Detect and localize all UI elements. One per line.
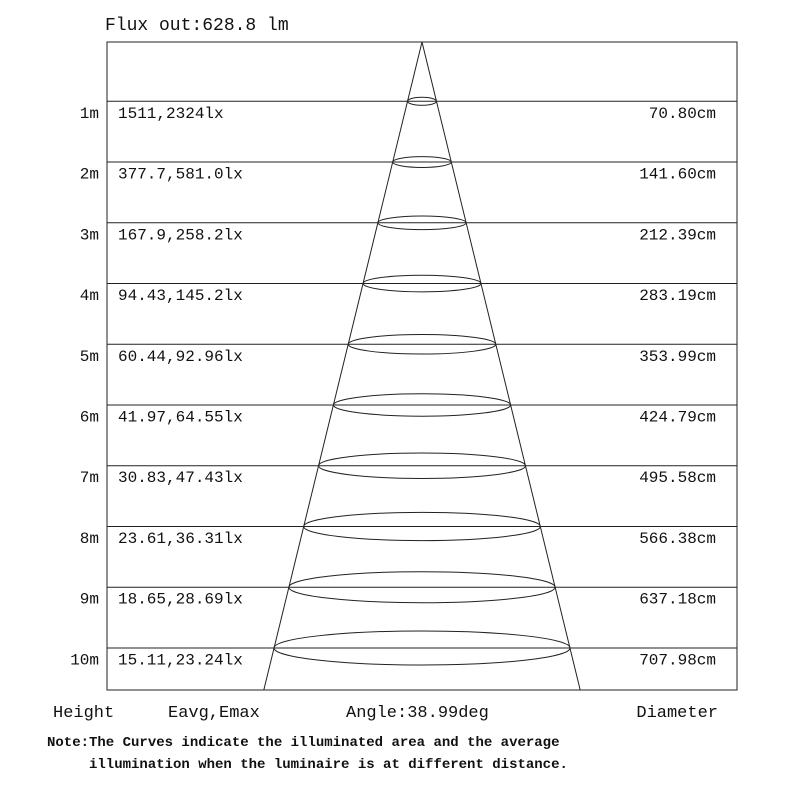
row-height-label: 1m bbox=[80, 105, 99, 123]
row-eavg-emax-value: 1511,2324lx bbox=[118, 105, 224, 123]
row-eavg-emax-value: 167.9,258.2lx bbox=[118, 226, 243, 244]
row-height-label: 5m bbox=[80, 348, 99, 366]
row-diameter-value: 70.80cm bbox=[649, 105, 716, 123]
row-diameter-value: 495.58cm bbox=[639, 469, 716, 487]
illuminated-area-ellipse bbox=[347, 333, 497, 355]
note-line-1: Note:The Curves indicate the illuminated… bbox=[47, 735, 559, 751]
flux-output-label: Flux out:628.8 lm bbox=[105, 16, 289, 36]
row-diameter-value: 707.98cm bbox=[639, 651, 716, 669]
illuminated-area-ellipse bbox=[392, 156, 452, 168]
row-diameter-value: 566.38cm bbox=[639, 530, 716, 548]
illuminated-area-ellipse bbox=[362, 274, 482, 293]
illuminated-area-ellipse bbox=[318, 452, 526, 479]
row-diameter-value: 424.79cm bbox=[639, 409, 716, 427]
note-line-2: illumination when the luminaire is at di… bbox=[89, 757, 568, 773]
row-eavg-emax-value: 18.65,28.69lx bbox=[118, 591, 243, 609]
row-diameter-value: 141.60cm bbox=[639, 166, 716, 184]
row-height-label: 10m bbox=[70, 651, 99, 669]
row-eavg-emax-value: 94.43,145.2lx bbox=[118, 287, 243, 305]
row-eavg-emax-value: 41.97,64.55lx bbox=[118, 409, 243, 427]
illuminated-area-ellipse bbox=[303, 511, 541, 542]
row-height-label: 2m bbox=[80, 166, 99, 184]
row-eavg-emax-value: 30.83,47.43lx bbox=[118, 469, 243, 487]
row-height-label: 6m bbox=[80, 409, 99, 427]
row-eavg-emax-value: 377.7,581.0lx bbox=[118, 166, 243, 184]
rows-layer: 1m 1511,2324lx 70.80cm 2m 377.7,581.0lx 141.6… bbox=[70, 96, 737, 669]
illuminated-area-ellipse bbox=[273, 630, 571, 666]
cone-left-edge bbox=[263, 41, 423, 691]
row-eavg-emax-value: 23.61,36.31lx bbox=[118, 530, 243, 548]
row-height-label: 3m bbox=[80, 226, 99, 244]
row-eavg-emax-value: 15.11,23.24lx bbox=[118, 651, 243, 669]
row-diameter-value: 637.18cm bbox=[639, 591, 716, 609]
row-height-label: 9m bbox=[80, 591, 99, 609]
row-height-label: 7m bbox=[80, 469, 99, 487]
row-eavg-emax-value: 60.44,92.96lx bbox=[118, 348, 243, 366]
illuminated-area-ellipse bbox=[377, 215, 467, 231]
row-diameter-value: 283.19cm bbox=[639, 287, 716, 305]
row-height-label: 4m bbox=[80, 287, 99, 305]
row-height-label: 8m bbox=[80, 530, 99, 548]
illuminated-area-ellipse bbox=[288, 571, 556, 604]
footer-angle-label: Angle:38.99deg bbox=[346, 704, 489, 723]
footer-diameter-label: Diameter bbox=[636, 704, 718, 723]
illuminated-area-ellipse bbox=[332, 393, 512, 417]
row-diameter-value: 353.99cm bbox=[639, 348, 716, 366]
illuminated-area-ellipse bbox=[407, 96, 437, 106]
footer-height-label: Height bbox=[53, 704, 114, 723]
cone-right-edge bbox=[421, 41, 581, 691]
footer-eavg-emax-label: Eavg,Emax bbox=[168, 704, 260, 723]
row-diameter-value: 212.39cm bbox=[639, 226, 716, 244]
